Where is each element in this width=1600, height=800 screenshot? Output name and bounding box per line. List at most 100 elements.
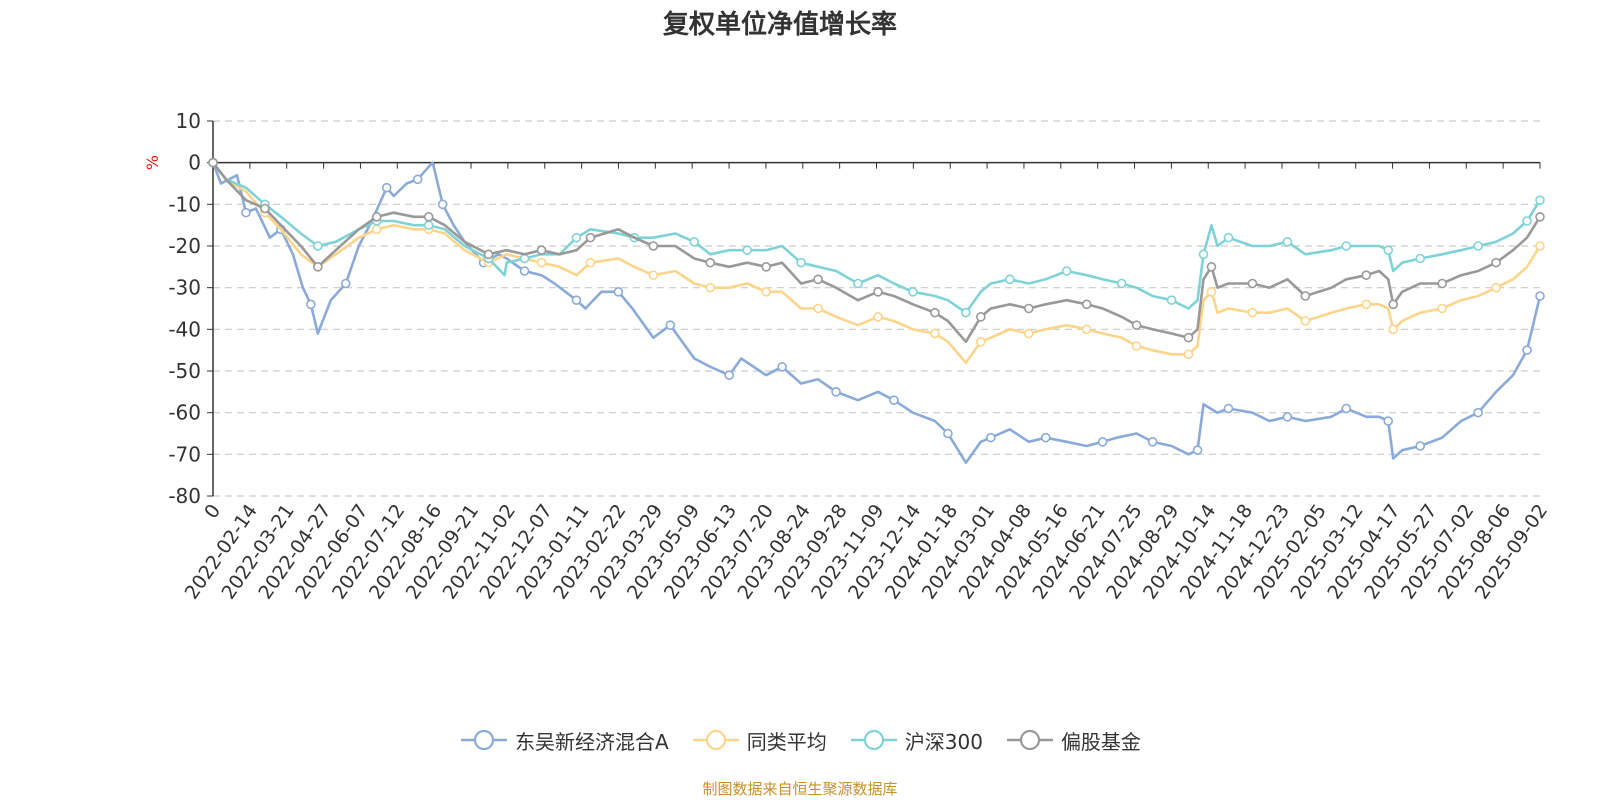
data-point [571,232,582,243]
data-point [976,337,986,347]
data-point [705,282,716,293]
legend-label: 偏股基金 [1060,729,1141,754]
data-point [412,174,423,185]
data-point [371,212,382,222]
data-point [1081,324,1092,335]
data-point [260,203,270,214]
data-point [613,287,624,297]
data-point [1131,341,1142,351]
data-point [648,270,659,280]
data-point [1247,307,1258,318]
legend-item-1[interactable]: 东吴新经济混合A [459,726,669,755]
legend-label: 沪深300 [904,729,983,754]
data-point [1247,278,1258,289]
data-point [241,207,251,218]
data-point [1388,324,1399,335]
y-tick-label: 0 [188,151,201,175]
y-tick-label: -60 [168,401,201,425]
data-point [1004,274,1015,285]
data-point [796,257,806,268]
data-point [1040,432,1051,443]
data-point [1300,291,1311,301]
data-point [1415,441,1425,451]
legend-label: 东吴新经济混合A [515,729,669,754]
data-point [1183,332,1194,343]
data-point [1023,328,1034,339]
data-point [853,278,863,289]
data-point [986,432,996,443]
data-point [313,241,323,251]
data-point [1535,195,1545,205]
data-point [371,224,382,235]
data-point [1473,407,1483,418]
data-point [1206,262,1217,272]
data-point [1491,282,1501,293]
data-point [1131,320,1142,330]
data-point [761,287,771,297]
series-line [211,161,1542,464]
data-point [1341,241,1352,251]
data-point [724,370,735,380]
series-line [211,161,1542,364]
data-point [1206,287,1217,297]
legend-item-3[interactable]: 沪深300 [849,726,983,755]
y-tick-label: -30 [168,276,201,300]
data-point [1223,403,1234,414]
data-point [519,253,530,264]
data-point [340,278,351,289]
line-chart: 100-10-20-30-40-50-60-70-80%02022-02-142… [143,109,1552,603]
data-point [519,266,530,276]
data-point [1198,249,1209,260]
data-point [585,232,596,243]
data-point [1415,253,1425,264]
data-point [831,387,841,397]
data-point [777,362,787,372]
data-point [976,312,986,322]
data-point [381,182,392,193]
data-point [1147,437,1158,447]
data-point [873,312,883,322]
y-tick-label: -10 [168,192,201,216]
legend-item-4[interactable]: 偏股基金 [1005,726,1141,755]
data-point [536,257,547,268]
data-point [423,220,434,230]
y-tick-label: -40 [168,317,201,341]
y-tick-label: -50 [168,359,201,383]
data-point [1341,403,1352,414]
data-point [1183,349,1194,360]
data-point [585,257,596,268]
data-point [1061,266,1072,276]
y-tick-label: -80 [168,484,201,508]
y-tick-label: -20 [168,234,201,258]
data-point [1116,278,1127,289]
data-point [1437,278,1447,289]
data-point [1361,270,1372,280]
data-point [423,212,434,222]
series-1 [208,157,1545,464]
series-4 [208,157,1545,344]
data-point [1535,291,1545,301]
data-point [961,307,971,318]
data-point [1383,245,1394,255]
data-source-note: 制图数据来自恒生聚源数据库 [702,780,898,798]
data-point [1081,299,1092,310]
data-point [873,287,883,297]
data-point [813,274,823,285]
data-point [1361,299,1372,310]
legend-item-2[interactable]: 同类平均 [691,726,827,755]
data-point [1491,257,1501,268]
data-point [761,262,771,272]
data-point [665,320,676,330]
y-axis-label: % [143,155,162,170]
data-point [1023,303,1034,314]
data-point [437,199,448,210]
series-2 [208,157,1545,364]
data-point [1388,299,1399,310]
legend-marker-icon [461,729,508,751]
legend-marker-icon [1006,729,1053,751]
data-point [1300,316,1311,326]
data-point [536,245,547,255]
data-point [1535,212,1545,222]
data-point [689,237,700,247]
data-point [1522,216,1532,226]
